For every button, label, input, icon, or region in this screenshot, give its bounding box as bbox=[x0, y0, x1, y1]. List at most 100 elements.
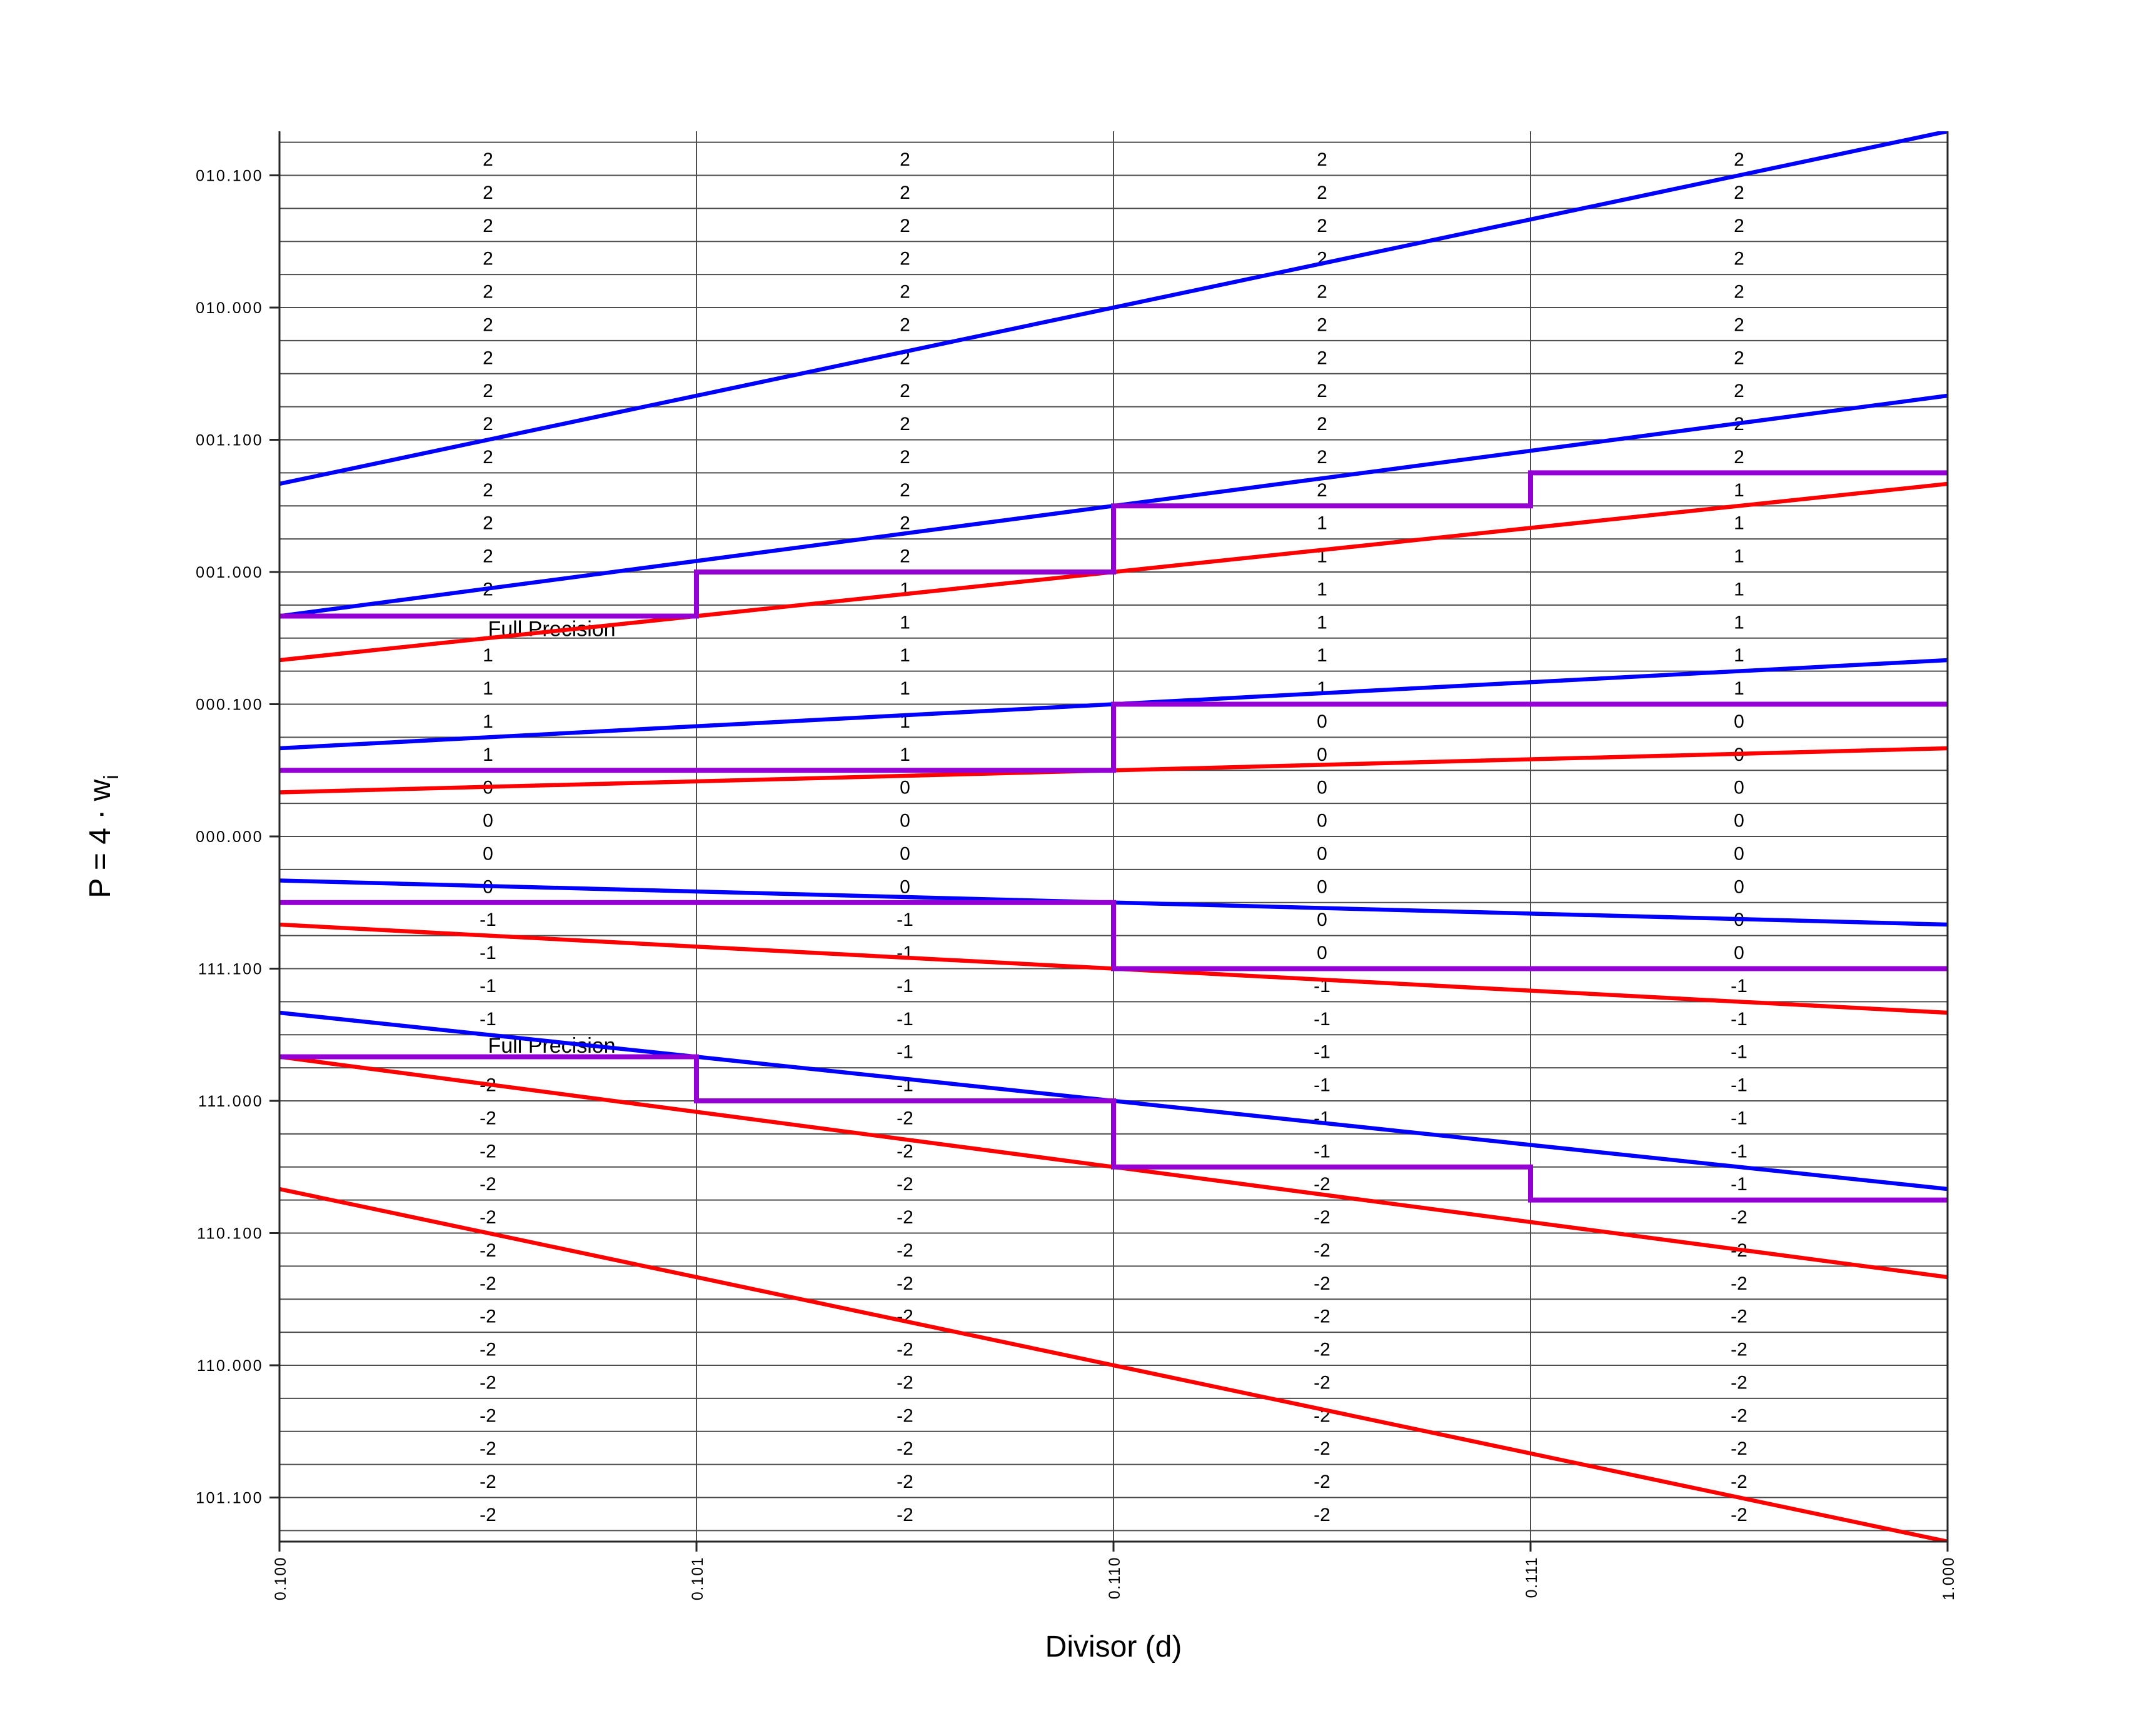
quotient-digit-cell: -2 bbox=[1314, 1273, 1330, 1294]
quotient-digit-cell: 2 bbox=[1317, 149, 1327, 170]
quotient-digit-cell: -1 bbox=[480, 943, 496, 963]
quotient-digit-cell: -2 bbox=[1314, 1340, 1330, 1360]
quotient-digit-cell: -2 bbox=[897, 1174, 913, 1195]
quotient-digit-cell: 0 bbox=[1734, 876, 1744, 897]
quotient-digit-cell: 0 bbox=[1734, 811, 1744, 831]
quotient-digit-cell: 0 bbox=[1734, 843, 1744, 864]
quotient-digit-cell: -2 bbox=[480, 1405, 496, 1426]
quotient-digit-cell: 2 bbox=[1317, 381, 1327, 401]
quotient-digit-cell: -1 bbox=[1314, 1009, 1330, 1030]
quotient-digit-cell: 0 bbox=[900, 843, 910, 864]
quotient-digit-cell: -2 bbox=[480, 1207, 496, 1228]
quotient-digit-cell: 0 bbox=[1317, 943, 1327, 963]
quotient-digit-cell: -1 bbox=[480, 976, 496, 996]
quotient-digit-cell: 2 bbox=[900, 447, 910, 468]
quotient-digit-cell: 0 bbox=[1317, 910, 1327, 930]
quotient-digit-cell: 1 bbox=[483, 645, 493, 666]
quotient-digit-cell: -2 bbox=[480, 1240, 496, 1261]
y-tick-label: 000.100 bbox=[196, 696, 263, 714]
selection-staircase-q2-q1-boundary bbox=[279, 470, 1948, 619]
y-tick-label: 001.000 bbox=[196, 564, 263, 581]
quotient-digit-cell: -1 bbox=[1731, 1141, 1747, 1162]
quotient-digit-cell: 1 bbox=[1734, 513, 1744, 534]
quotient-digit-cell: 2 bbox=[483, 249, 493, 269]
quotient-digit-cell: 1 bbox=[1317, 612, 1327, 633]
quotient-digit-cell: 2 bbox=[483, 348, 493, 368]
quotient-digit-cell: -1 bbox=[1731, 1009, 1747, 1030]
x-tick-label: 0.101 bbox=[689, 1557, 706, 1600]
quotient-digit-cell: -1 bbox=[1314, 1075, 1330, 1096]
quotient-digit-cell: 2 bbox=[900, 513, 910, 534]
selection-staircase-q0-qm1-boundary bbox=[279, 900, 1948, 971]
quotient-digit-cell: -1 bbox=[1731, 1042, 1747, 1063]
quotient-digit-cell: 1 bbox=[1317, 645, 1327, 666]
quotient-digit-cell: 0 bbox=[1734, 778, 1744, 798]
staircase-layer bbox=[279, 470, 1948, 1203]
quotient-digit-cell: -2 bbox=[1731, 1340, 1747, 1360]
quotient-digit-cell: 2 bbox=[483, 546, 493, 567]
quotient-digit-cell: 2 bbox=[900, 249, 910, 269]
quotient-digit-cell: -2 bbox=[480, 1273, 496, 1294]
quotient-digit-cell: -2 bbox=[897, 1438, 913, 1459]
quotient-digit-cell: 1 bbox=[900, 678, 910, 699]
quotient-digit-cell: 2 bbox=[1317, 447, 1327, 468]
quotient-digit-cell: 0 bbox=[1317, 843, 1327, 864]
quotient-digit-cell: -1 bbox=[1731, 1108, 1747, 1128]
y-axis-title: P = 4 · wi bbox=[84, 775, 123, 898]
quotient-digit-cell: 1 bbox=[1734, 480, 1744, 501]
quotient-digit-cell: -2 bbox=[1731, 1505, 1747, 1525]
quotient-digit-cell: -1 bbox=[897, 1009, 913, 1030]
quotient-digit-cell: -2 bbox=[480, 1472, 496, 1492]
quotient-digit-cell: -1 bbox=[1731, 1174, 1747, 1195]
quotient-digit-cell: 1 bbox=[900, 745, 910, 765]
y-tick-label: 010.000 bbox=[196, 299, 263, 317]
quotient-digit-cell: -2 bbox=[480, 1174, 496, 1195]
quotient-digit-cell: 1 bbox=[900, 579, 910, 600]
quotient-digit-cell: 0 bbox=[1317, 745, 1327, 765]
quotient-digit-cell: 2 bbox=[1317, 414, 1327, 434]
quotient-digit-cell: 1 bbox=[1734, 579, 1744, 600]
quotient-digit-cell: 2 bbox=[483, 447, 493, 468]
quotient-digit-cell: -2 bbox=[480, 1372, 496, 1393]
quotient-digit-cell: 0 bbox=[1317, 876, 1327, 897]
quotient-digit-cell: -2 bbox=[480, 1340, 496, 1360]
quotient-digit-cell: -2 bbox=[1731, 1372, 1747, 1393]
quotient-digit-cell: -2 bbox=[1314, 1307, 1330, 1327]
quotient-digit-cell: -2 bbox=[1314, 1207, 1330, 1228]
quotient-digit-cell: -1 bbox=[1731, 976, 1747, 996]
quotient-digit-cell: 0 bbox=[900, 778, 910, 798]
quotient-digit-cell: -2 bbox=[1314, 1472, 1330, 1492]
quotient-digit-cell: 2 bbox=[1317, 348, 1327, 368]
quotient-digit-cell: -1 bbox=[897, 943, 913, 963]
quotient-digit-cell: -2 bbox=[897, 1340, 913, 1360]
quotient-digit-cell: 1 bbox=[1317, 579, 1327, 600]
lower-selection-bounds-slope-line bbox=[279, 1187, 1948, 1542]
quotient-digit-cell: 1 bbox=[900, 645, 910, 666]
quotient-digit-cell: -1 bbox=[897, 1042, 913, 1063]
quotient-digit-cell: -2 bbox=[1731, 1438, 1747, 1459]
quotient-digit-cell: -2 bbox=[1314, 1505, 1330, 1525]
quotient-digit-cell: -2 bbox=[897, 1240, 913, 1261]
quotient-digit-cell: 2 bbox=[483, 480, 493, 501]
quotient-digit-cell: 1 bbox=[1734, 678, 1744, 699]
y-tick-label: 111.000 bbox=[198, 1093, 263, 1110]
x-tick-label: 1.000 bbox=[1940, 1557, 1958, 1600]
quotient-digit-cell: 2 bbox=[483, 381, 493, 401]
quotient-digit-cell: 2 bbox=[1317, 282, 1327, 303]
quotient-digit-cell: -2 bbox=[897, 1505, 913, 1525]
x-tick-label: 0.100 bbox=[272, 1557, 289, 1600]
quotient-digit-cell: 1 bbox=[1734, 612, 1744, 633]
quotient-digit-cell: 2 bbox=[1317, 314, 1327, 335]
quotient-digit-cell: 0 bbox=[483, 811, 493, 831]
quotient-digit-cell: -2 bbox=[1314, 1438, 1330, 1459]
quotient-digit-cell: 2 bbox=[1734, 314, 1744, 335]
quotient-digit-cell: -1 bbox=[1314, 1141, 1330, 1162]
quotient-digit-cell: 2 bbox=[900, 314, 910, 335]
quotient-digit-cell: 0 bbox=[1734, 943, 1744, 963]
quotient-digit-cell: 2 bbox=[900, 546, 910, 567]
quotient-digit-cell: -2 bbox=[1731, 1273, 1747, 1294]
quotient-digit-cell: -2 bbox=[1314, 1372, 1330, 1393]
tick-label-layer: 010.100010.000001.100001.000000.100000.0… bbox=[84, 168, 1958, 1663]
quotient-digit-cell: 2 bbox=[483, 314, 493, 335]
